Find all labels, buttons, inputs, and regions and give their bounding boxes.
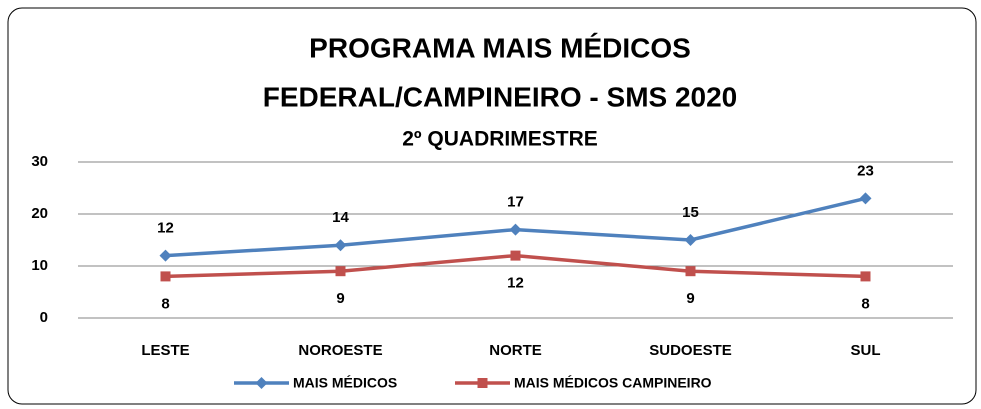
- data-label: 12: [507, 275, 524, 292]
- data-label: 12: [157, 220, 174, 237]
- x-tick-label: SUDOESTE: [649, 342, 732, 359]
- y-tick-label: 10: [31, 257, 48, 274]
- chart-title: FEDERAL/CAMPINEIRO - SMS 2020: [263, 81, 738, 112]
- chart-title: PROGRAMA MAIS MÉDICOS: [309, 32, 691, 63]
- y-tick-label: 20: [31, 205, 48, 222]
- data-point: [509, 223, 522, 236]
- legend-marker: [255, 377, 268, 389]
- data-point: [684, 234, 697, 246]
- data-point: [510, 250, 521, 261]
- x-tick-label: SUL: [851, 342, 881, 359]
- chart-border: [7, 7, 977, 405]
- data-label: 23: [857, 162, 874, 179]
- data-point: [685, 266, 696, 277]
- data-point: [159, 249, 172, 262]
- data-point: [334, 239, 347, 252]
- data-point: [160, 271, 171, 282]
- legend-marker: [477, 378, 488, 388]
- data-point: [859, 192, 872, 205]
- data-point: [335, 266, 346, 277]
- y-tick-label: 30: [31, 153, 48, 170]
- x-tick-label: NORTE: [489, 342, 542, 359]
- x-tick-label: NOROESTE: [298, 342, 382, 359]
- chart-subtitle: 2º QUADRIMESTRE: [402, 128, 598, 151]
- data-label: 9: [336, 290, 344, 307]
- legend-label: MAIS MÉDICOS CAMPINEIRO: [514, 375, 712, 391]
- y-tick-label: 0: [40, 309, 48, 326]
- data-label: 14: [332, 209, 349, 226]
- data-point: [860, 271, 871, 282]
- data-label: 15: [682, 204, 699, 221]
- data-label: 9: [686, 290, 694, 307]
- data-label: 8: [161, 295, 169, 312]
- legend-label: MAIS MÉDICOS: [293, 375, 397, 391]
- x-tick-label: LESTE: [141, 342, 189, 359]
- data-label: 8: [861, 295, 869, 312]
- data-label: 17: [507, 194, 524, 211]
